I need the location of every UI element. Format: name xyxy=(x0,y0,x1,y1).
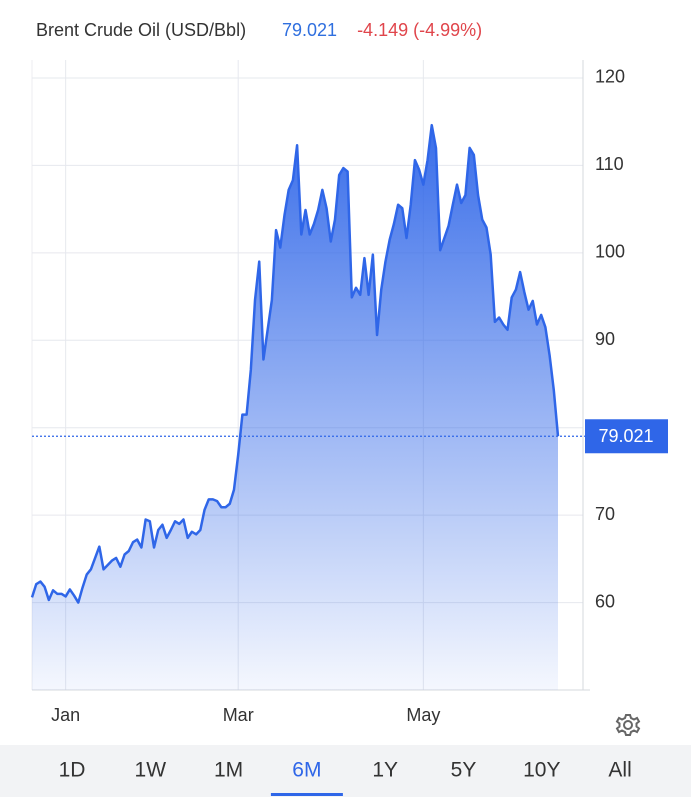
range-tab[interactable]: All xyxy=(608,759,631,782)
x-tick-label: Mar xyxy=(223,705,254,725)
range-tab[interactable]: 1Y xyxy=(372,759,398,782)
x-tick-label: Jan xyxy=(51,705,80,725)
area-fill xyxy=(32,125,558,690)
change: -4.149 (-4.99%) xyxy=(357,20,482,40)
price-line xyxy=(30,123,560,604)
price-label: 79.021 xyxy=(598,426,653,446)
settings-icon[interactable] xyxy=(615,714,641,736)
range-tab[interactable]: 5Y xyxy=(451,759,477,782)
y-tick-label: 70 xyxy=(595,504,615,524)
price-label-box xyxy=(585,419,668,454)
range-tab[interactable]: 1M xyxy=(214,759,243,782)
y-tick-label: 100 xyxy=(595,242,625,262)
range-tab-underline xyxy=(270,793,343,796)
y-tick-label: 90 xyxy=(595,329,615,349)
y-tick-label: 120 xyxy=(595,67,625,87)
y-tick-label: 60 xyxy=(595,591,615,611)
range-tab[interactable]: 10Y xyxy=(523,759,560,782)
y-tick-label: 110 xyxy=(595,154,624,174)
price: 79.021 xyxy=(282,20,337,40)
chart-title: Brent Crude Oil (USD/Bbl) xyxy=(36,20,246,40)
range-tab[interactable]: 6M xyxy=(292,759,321,782)
range-tab[interactable]: 1W xyxy=(135,759,167,782)
plot: JanMarMay6070809010011012079.021 xyxy=(30,60,668,725)
range-tab[interactable]: 1D xyxy=(59,759,86,782)
x-tick-label: May xyxy=(406,705,440,725)
range-bar xyxy=(0,745,691,797)
